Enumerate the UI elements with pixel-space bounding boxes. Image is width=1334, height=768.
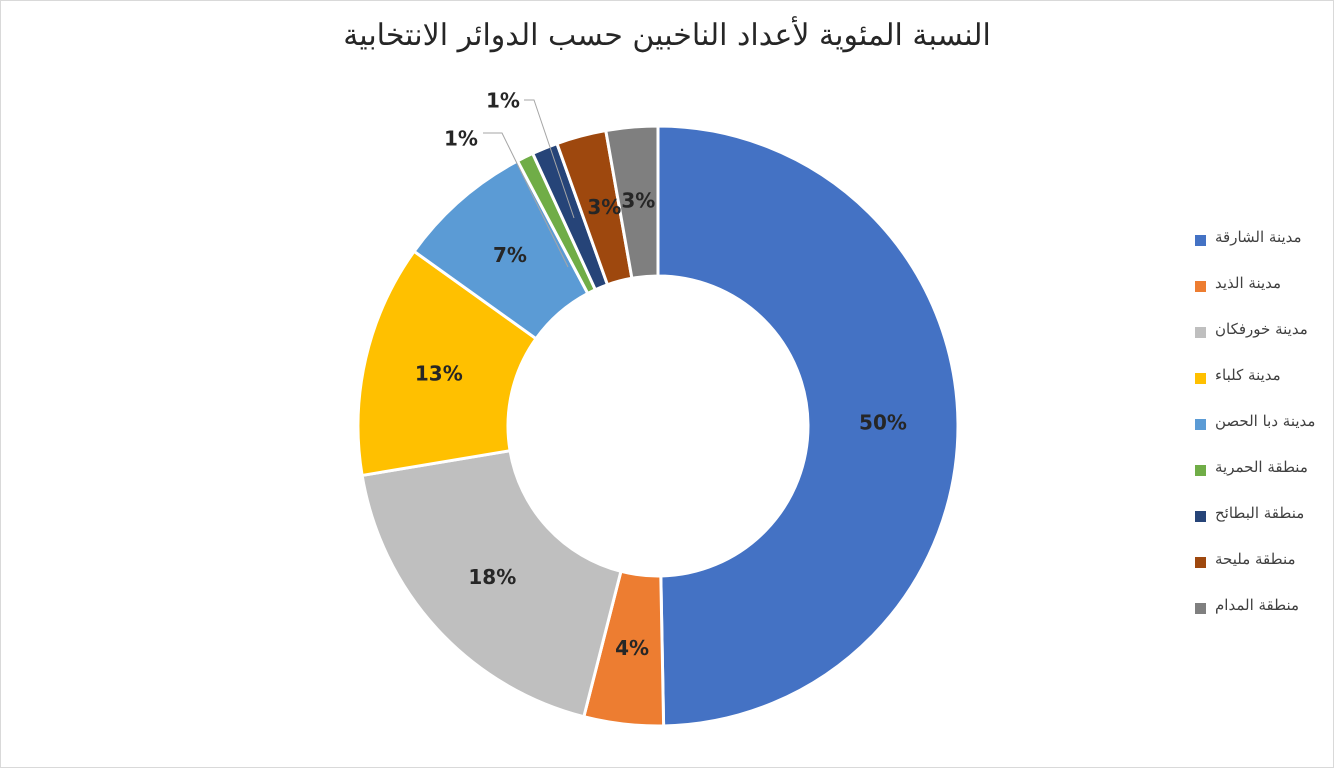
legend-swatch: [1195, 419, 1206, 430]
legend: مدينة الشارقة مدينة الذيد مدينة خورفكان مدي…: [1195, 228, 1325, 642]
leader-line-6: [483, 132, 569, 268]
legend-swatch: [1195, 327, 1206, 338]
slice-label-8: 3%: [587, 195, 621, 219]
legend-swatch: [1195, 281, 1206, 292]
legend-label: مدينة خورفكان: [1215, 320, 1308, 338]
donut-slice-1: [656, 124, 960, 728]
chart-title: النسبة المئوية لأعداد الناخبين حسب الدوا…: [343, 18, 991, 53]
slice-label-4: 13%: [415, 362, 463, 386]
legend-swatch: [1195, 373, 1206, 384]
legend-swatch: [1195, 511, 1206, 522]
legend-label: مدينة كلباء: [1215, 366, 1281, 384]
donut-slice-9: [604, 124, 660, 281]
legend-item: مدينة خورفكان: [1195, 320, 1325, 366]
slice-label-1: 50%: [859, 410, 907, 434]
legend-swatch: [1195, 557, 1206, 568]
slice-label-7: 1%: [486, 89, 520, 113]
legend-item: مدينة كلباء: [1195, 366, 1325, 412]
leader-line-7: [524, 99, 575, 219]
slice-label-6: 1%: [444, 127, 478, 151]
slice-label-2: 4%: [615, 636, 649, 660]
legend-item: مدينة دبا الحصن: [1195, 412, 1325, 458]
donut-slice-3: [360, 448, 623, 719]
legend-item: منطقة المدام: [1195, 596, 1325, 642]
legend-label: مدينة الشارقة: [1215, 228, 1302, 246]
legend-label: مدينة دبا الحصن: [1215, 412, 1316, 430]
slice-label-5: 7%: [493, 243, 527, 267]
legend-item: منطقة البطائح: [1195, 504, 1325, 550]
slice-label-3: 18%: [468, 565, 516, 589]
legend-item: مدينة الذيد: [1195, 274, 1325, 320]
slice-label-9: 3%: [621, 188, 655, 212]
legend-label: منطقة الحمرية: [1215, 458, 1308, 476]
legend-label: منطقة البطائح: [1215, 504, 1305, 522]
legend-item: منطقة الحمرية: [1195, 458, 1325, 504]
legend-swatch: [1195, 235, 1206, 246]
legend-item: منطقة مليحة: [1195, 550, 1325, 596]
legend-label: منطقة المدام: [1215, 596, 1300, 614]
legend-swatch: [1195, 603, 1206, 614]
legend-label: مدينة الذيد: [1215, 274, 1282, 292]
legend-item: مدينة الشارقة: [1195, 228, 1325, 274]
legend-swatch: [1195, 465, 1206, 476]
legend-label: منطقة مليحة: [1215, 550, 1296, 568]
